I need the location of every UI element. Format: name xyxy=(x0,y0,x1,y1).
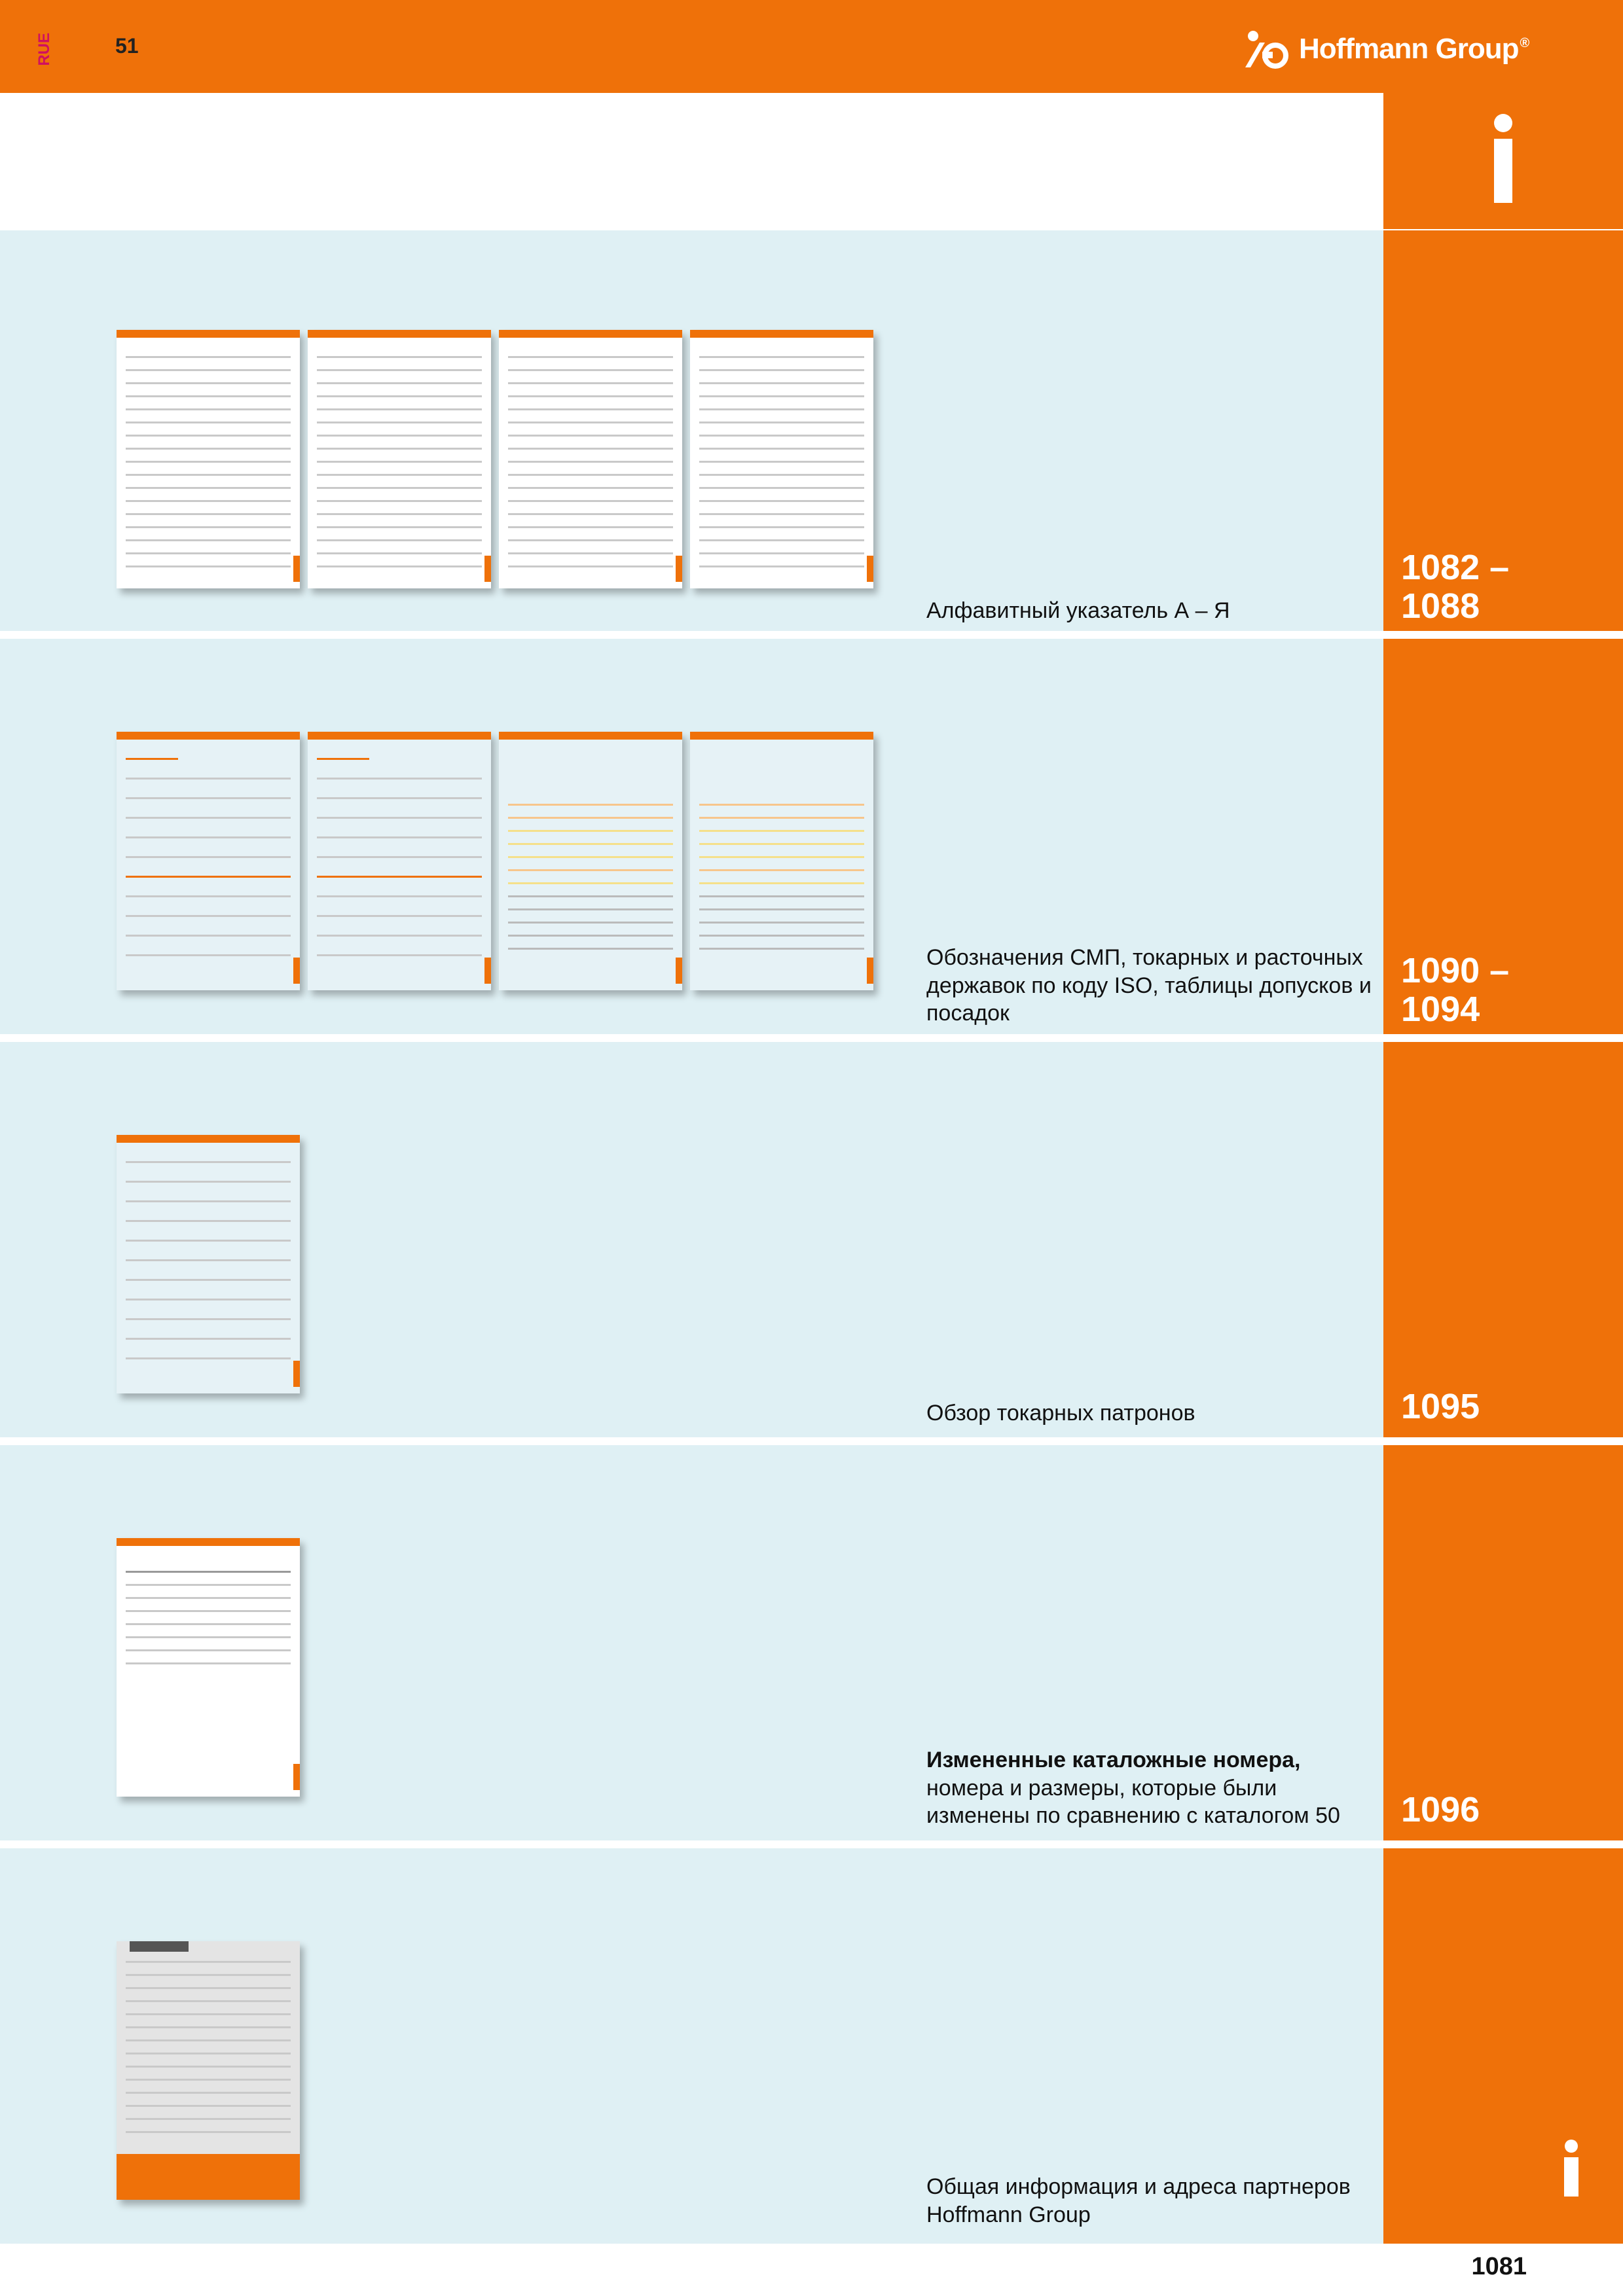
section-tab: 1095 xyxy=(1383,1042,1623,1437)
registered-mark: ® xyxy=(1520,35,1530,50)
thumbnail-page xyxy=(499,330,682,588)
section-description: Общая информация и адреса партнеров Hoff… xyxy=(926,2174,1351,2227)
brand-name: Hoffmann Group xyxy=(1299,33,1520,65)
section-description: Обозначения СМП, токарных и расточных де… xyxy=(926,945,1372,1026)
thumbnail-page xyxy=(308,732,491,990)
page-header: RUE 51 Hoffmann Group ® xyxy=(0,0,1623,93)
footer-page-number: 1081 xyxy=(1396,2244,1540,2296)
section-tab: 1096 xyxy=(1383,1445,1623,1840)
section-general-info: Общая информация и адреса партнеров Hoff… xyxy=(0,1848,1383,2244)
thumbnail-page xyxy=(117,330,300,588)
thumbnail-page xyxy=(117,1538,300,1797)
section-tab: 1082 – 1088 xyxy=(1383,230,1623,631)
page-range: 1096 xyxy=(1401,1790,1480,1829)
section-index: Алфавитный указатель А – Я xyxy=(0,230,1383,631)
section-changed-numbers: Измененные каталожные номера, номера и ра… xyxy=(0,1445,1383,1840)
section-chucks: Обзор токарных патронов xyxy=(0,1042,1383,1437)
thumbnail-page xyxy=(690,732,873,990)
thumbnail-page xyxy=(117,1135,300,1393)
thumbnail-page xyxy=(117,732,300,990)
thumbnail-page xyxy=(117,1941,300,2200)
section-description: Измененные каталожные номера, номера и ра… xyxy=(926,1748,1340,1828)
thumbnail-page xyxy=(690,330,873,588)
info-icon-small xyxy=(1561,2139,1581,2201)
section-description: Алфавитный указатель А – Я xyxy=(926,598,1230,623)
page-range: 1082 – 1088 xyxy=(1401,548,1510,626)
page-range: 1090 – 1094 xyxy=(1401,951,1510,1030)
section-iso-codes: Обозначения СМП, токарных и расточных де… xyxy=(0,639,1383,1034)
description-bold: Измененные каталожные номера, xyxy=(926,1748,1301,1772)
section-description: Обзор токарных патронов xyxy=(926,1401,1195,1426)
brand-logo: Hoffmann Group ® xyxy=(1244,26,1529,72)
info-icon xyxy=(1564,2140,1578,2197)
page-range: 1095 xyxy=(1401,1387,1480,1426)
thumbnail-page xyxy=(499,732,682,990)
catalog-edition: 51 xyxy=(115,34,139,58)
hoffmann-logo-icon xyxy=(1245,31,1288,69)
chapter-tab xyxy=(1383,93,1623,229)
thumbnail-page xyxy=(308,330,491,588)
section-tab xyxy=(1383,1848,1623,2244)
section-tab: 1090 – 1094 xyxy=(1383,639,1623,1034)
info-icon xyxy=(1494,114,1512,203)
language-code: RUE xyxy=(35,33,53,66)
